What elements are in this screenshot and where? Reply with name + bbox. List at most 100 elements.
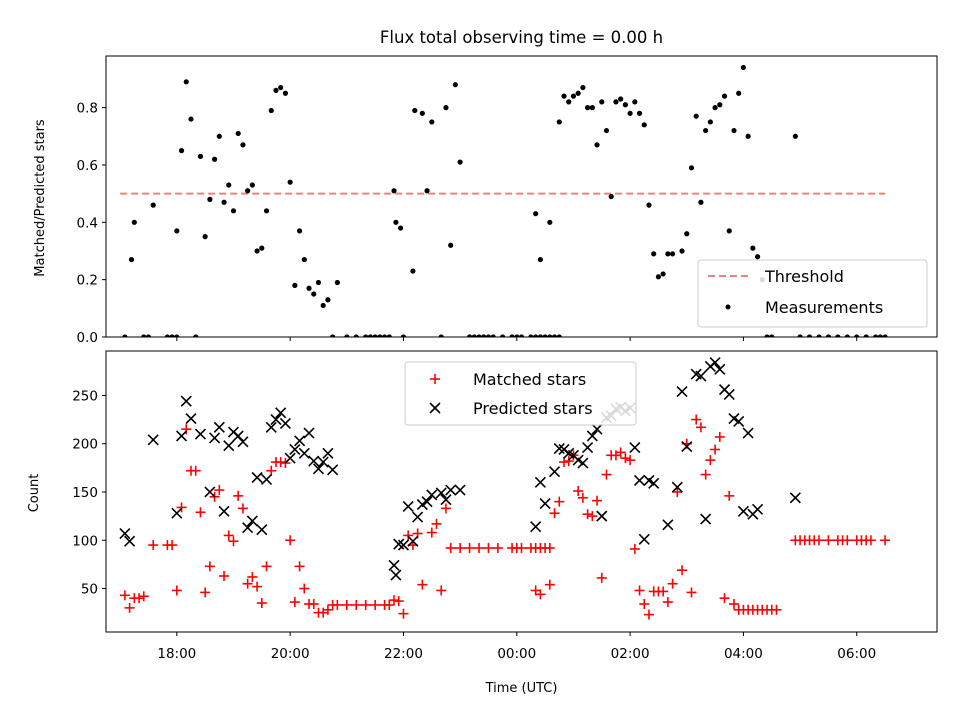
matched-point (643, 609, 654, 620)
matched-point (813, 535, 824, 546)
x-tick-label: 20:00 (271, 646, 310, 662)
matched-point (880, 535, 891, 546)
legend-predicted-label: Predicted stars (473, 399, 593, 418)
measurement-point (561, 93, 567, 99)
measurement-point (646, 202, 652, 208)
matched-point (181, 424, 192, 435)
measurement-point (665, 251, 671, 257)
matched-point (544, 542, 555, 553)
matched-point (436, 585, 447, 596)
measurement-point (268, 107, 274, 114)
predicted-point (265, 421, 277, 433)
measurement-point (398, 225, 404, 231)
measurement-point (608, 193, 614, 200)
matched-point (195, 507, 206, 518)
measurement-point (835, 334, 841, 337)
predicted-point (752, 503, 764, 515)
measurement-point (717, 102, 723, 108)
matched-point (662, 597, 673, 608)
measurement-point (393, 219, 399, 225)
matched-point (167, 540, 178, 551)
measurement-point (816, 334, 822, 337)
matched-point (360, 599, 371, 610)
matched-point (440, 503, 451, 514)
predicted-point (407, 535, 419, 547)
plot-area-0 (120, 64, 888, 337)
measurement-point (306, 285, 312, 291)
measurement-point (334, 279, 340, 286)
measurement-point (528, 334, 534, 337)
measurement-point (476, 334, 482, 337)
matched-point (171, 585, 182, 596)
predicted-point (714, 363, 726, 375)
bottom-ylabel: Count (27, 474, 42, 513)
measurement-point (141, 334, 147, 337)
matched-point (289, 597, 300, 608)
measurement-point (594, 142, 600, 148)
measurement-point (259, 245, 265, 251)
matched-point (483, 542, 494, 553)
measurement-point (221, 199, 227, 205)
measurement-point (844, 334, 850, 337)
measurement-point (122, 334, 128, 337)
measurement-point (585, 105, 591, 111)
measurement-point (542, 334, 548, 337)
measurement-point (287, 179, 293, 185)
measurement-point (792, 133, 798, 139)
measurement-point (174, 334, 180, 337)
predicted-point (294, 435, 306, 447)
predicted-point (421, 496, 433, 508)
measurement-point (330, 334, 336, 337)
plot-area-1 (119, 357, 891, 620)
measurement-point (575, 90, 581, 96)
matched-point (587, 511, 598, 522)
matched-point (695, 422, 706, 433)
predicted-point (789, 492, 801, 504)
predicted-point (147, 434, 159, 446)
matched-point (549, 508, 560, 519)
matched-point (596, 572, 607, 583)
measurement-point (669, 251, 676, 257)
measurement-point (863, 334, 869, 337)
predicted-point (633, 474, 646, 486)
measurement-point (315, 279, 322, 286)
y-tick-label: 0.6 (77, 158, 98, 174)
matched-point (516, 542, 527, 553)
measurement-point (353, 334, 359, 337)
measurement-point (736, 90, 742, 96)
predicted-point (596, 510, 608, 522)
measurement-point (372, 334, 378, 337)
measurement-point (386, 334, 392, 337)
measurement-point (551, 334, 558, 337)
measurement-point (412, 107, 418, 114)
matched-point (558, 457, 569, 468)
matched-point (266, 465, 277, 476)
matched-point (389, 595, 400, 606)
matched-point (341, 599, 352, 610)
matched-point (299, 583, 310, 594)
matched-point (823, 535, 834, 546)
measurement-point (278, 84, 284, 91)
top-legend-box (697, 259, 928, 328)
matched-point (228, 536, 239, 547)
predicted-point (733, 415, 745, 428)
matched-point (544, 579, 555, 590)
predicted-point (681, 441, 693, 453)
predicted-point (185, 413, 197, 425)
measurement-point (131, 219, 137, 225)
measurement-point (471, 334, 477, 337)
matched-point (719, 593, 730, 604)
matched-point (573, 486, 584, 497)
predicted-point (435, 487, 447, 499)
measurement-point (400, 334, 407, 337)
y-tick-label: 100 (72, 533, 98, 549)
measurement-point (438, 334, 444, 337)
measurement-point (518, 334, 525, 337)
measurement-point (254, 248, 260, 254)
matched-point (426, 527, 437, 538)
measurement-point (216, 133, 222, 139)
predicted-point (279, 417, 291, 429)
measurement-point (514, 334, 520, 337)
matched-point (124, 602, 135, 613)
matched-point (214, 485, 225, 496)
